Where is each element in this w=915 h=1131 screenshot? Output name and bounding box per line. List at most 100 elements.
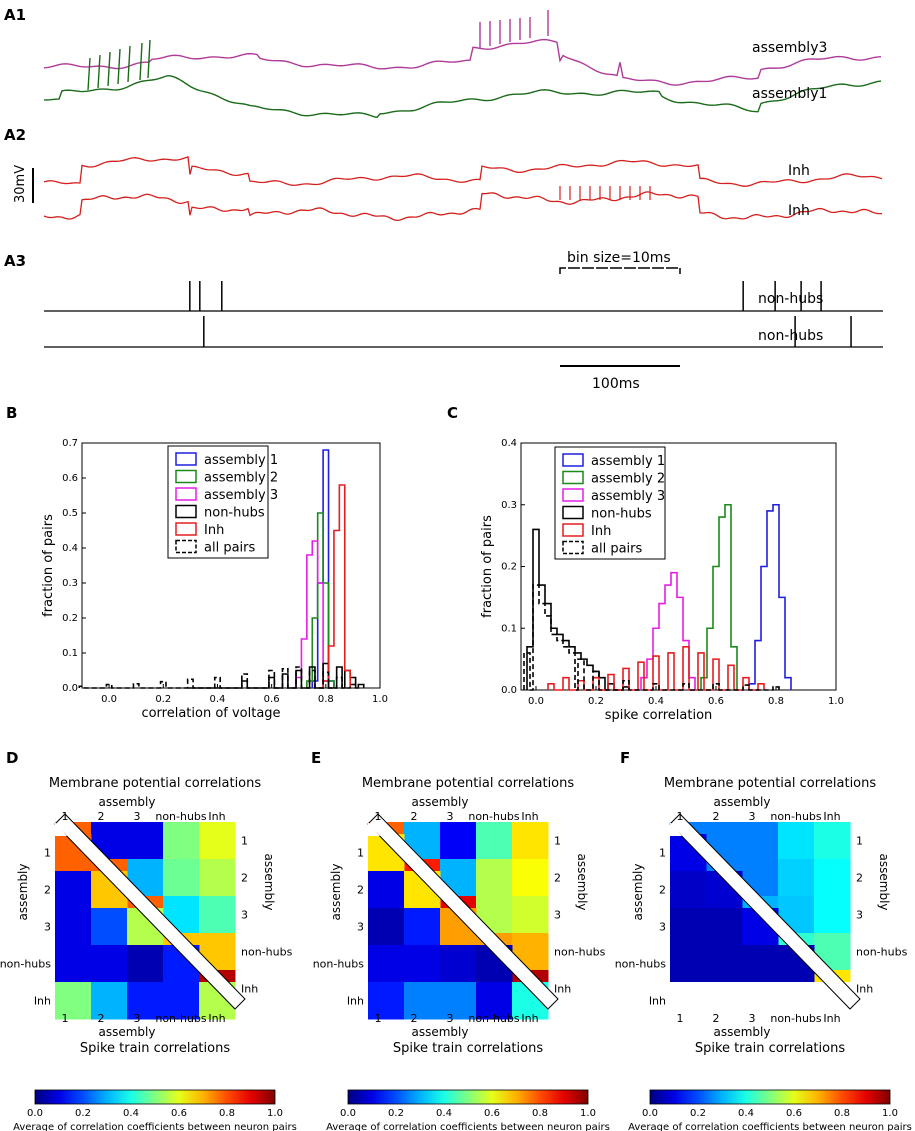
hist-series-assembly-1 xyxy=(748,503,792,690)
heatmap-top-category: 3 xyxy=(447,810,454,823)
colorbar-tick-label: 0.6 xyxy=(786,1108,802,1119)
heatmap-e: Membrane potential correlations assembly a… xyxy=(313,776,610,1131)
y-axis-label: fraction of pairs xyxy=(480,515,495,618)
heatmap-bottom-category: 2 xyxy=(411,1012,418,1025)
y-tick-label: 0.3 xyxy=(501,500,517,511)
heatmap-lower-cell xyxy=(742,982,779,1020)
hist-series-Inh xyxy=(547,645,765,691)
y-tick-label: 0.1 xyxy=(62,648,78,659)
heatmap-d: Membrane potential correlations assembly a… xyxy=(0,776,297,1131)
heatmap-right-category: 1 xyxy=(241,835,248,848)
trace-label-inh-2: Inh xyxy=(788,203,810,219)
heatmap-left-category: 2 xyxy=(357,884,364,897)
voltage-traces xyxy=(43,10,883,222)
heatmap-left-category: 2 xyxy=(659,884,666,897)
heatmap-upper-cell xyxy=(476,859,513,897)
heatmap-lower-cell xyxy=(670,908,707,946)
colorbar xyxy=(34,1089,276,1105)
heatmap-top-category: non-hubs xyxy=(155,810,207,823)
heatmap-top-category: 1 xyxy=(375,810,382,823)
heatmap-lower-cell xyxy=(670,871,707,909)
heatmap-top-category: Inh xyxy=(208,810,225,823)
heatmap-upper-cell xyxy=(163,859,200,897)
legend-label: Inh xyxy=(204,523,224,538)
heatmap-bottom-category: 2 xyxy=(713,1012,720,1025)
heatmap-top-category: 3 xyxy=(134,810,141,823)
heatmap-lower-cell xyxy=(404,908,441,946)
colorbar-tick-label: 0.2 xyxy=(75,1108,91,1119)
heatmap-lower-cell xyxy=(55,908,92,946)
colorbar-tick-label: 0.8 xyxy=(834,1108,850,1119)
heatmap-top-category: 1 xyxy=(62,810,69,823)
heatmap-left-category: non-hubs xyxy=(0,958,51,971)
heatmap-upper-cell xyxy=(814,859,851,897)
panel-a2-label: A2 xyxy=(4,126,26,144)
legend-label: assembly 2 xyxy=(204,471,278,486)
heatmap-right-category: 3 xyxy=(241,909,248,922)
heatmap-lower-cell xyxy=(670,982,707,1020)
heatmap-lower-cell xyxy=(91,982,128,1020)
heatmap-bottom-category: 2 xyxy=(98,1012,105,1025)
hist-series-Inh xyxy=(322,484,351,688)
heatmap-upper-cell xyxy=(742,822,779,860)
trace-inh-1 xyxy=(43,156,883,187)
heatmap-left-category: non-hubs xyxy=(615,958,667,971)
heatmap-bottom-title: Spike train correlations xyxy=(80,1041,230,1056)
heatmap-lower-cell xyxy=(91,945,128,983)
heatmap-right-axis-label: assembly xyxy=(262,854,276,911)
heatmap-top-category: Inh xyxy=(521,810,538,823)
trace-assembly1-spike xyxy=(117,48,121,85)
heatmap-lower-cell xyxy=(440,945,477,983)
heatmap-bottom-category: Inh xyxy=(823,1012,840,1025)
colorbar-tick-label: 0.0 xyxy=(340,1108,356,1119)
heatmap-top-category: non-hubs xyxy=(468,810,520,823)
legend-swatch xyxy=(562,505,584,520)
legend-label: all pairs xyxy=(204,541,255,556)
y-tick-label: 0.2 xyxy=(62,613,78,624)
raster-label-row1: non-hubs xyxy=(758,291,823,307)
y-tick-label: 0.0 xyxy=(501,685,517,696)
heatmap-right-axis-label: assembly xyxy=(877,854,891,911)
trace-label-assembly1: assembly1 xyxy=(752,86,827,102)
heatmap-left-category: 1 xyxy=(44,847,51,860)
colorbar-tick-label: 0.4 xyxy=(436,1108,452,1119)
legend-label: assembly 3 xyxy=(591,489,665,504)
y-tick-label: 0.6 xyxy=(62,473,78,484)
heatmap-bottom-axis-label: assembly xyxy=(99,1025,156,1039)
heatmap-lower-cell xyxy=(440,982,477,1020)
trace-assembly1-spike xyxy=(97,54,101,89)
heatmap-lower-cell xyxy=(706,945,743,983)
heatmap-top-axis-label: assembly xyxy=(412,795,469,809)
heatmap-diagonal-separator xyxy=(54,813,246,1010)
x-tick-label: 0.0 xyxy=(528,696,544,707)
colorbar-tick-label: 0.2 xyxy=(690,1108,706,1119)
heatmap-top-category: 2 xyxy=(713,810,720,823)
colorbar-label: Average of correlation coefficients betw… xyxy=(13,1122,297,1131)
x-tick-label: 0.0 xyxy=(101,694,117,705)
heatmap-bottom-category: 1 xyxy=(375,1012,382,1025)
heatmap-left-category: 3 xyxy=(44,921,51,934)
panel-f-label: F xyxy=(620,749,630,767)
heatmap-right-axis-label: assembly xyxy=(575,854,589,911)
hist-series-all-pairs xyxy=(78,666,357,689)
x-tick-label: 0.2 xyxy=(588,696,604,707)
legend-label: assembly 3 xyxy=(204,488,278,503)
heatmap-right-category: non-hubs xyxy=(241,946,293,959)
heatmap-upper-cell xyxy=(778,822,815,860)
heatmap-bottom-category: 1 xyxy=(677,1012,684,1025)
heatmap-diagonal-separator xyxy=(367,813,559,1010)
heatmap-lower-cell xyxy=(404,945,441,983)
heatmap-lower-cell xyxy=(127,982,164,1020)
legend-swatch xyxy=(562,488,584,502)
bin-size-label: bin size=10ms xyxy=(567,250,671,266)
heatmap-upper-cell xyxy=(814,896,851,934)
heatmap-upper-cell xyxy=(814,822,851,860)
heatmap-corner-mask xyxy=(368,822,380,836)
legend-label: non-hubs xyxy=(591,507,652,522)
panel-d-label: D xyxy=(6,749,18,767)
heatmap-left-category: 2 xyxy=(44,884,51,897)
y-tick-label: 0.3 xyxy=(62,578,78,589)
heatmap-f: Membrane potential correlations assembly a… xyxy=(615,776,912,1131)
legend-label: assembly 2 xyxy=(591,472,665,487)
